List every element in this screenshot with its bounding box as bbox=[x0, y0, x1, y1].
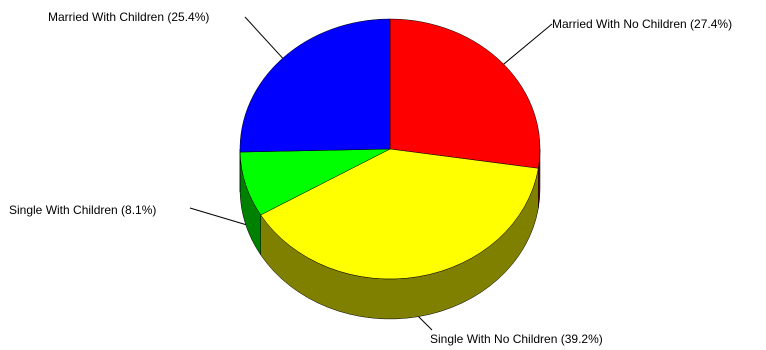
slice-label-0: Married With No Children (27.4%) bbox=[552, 17, 732, 31]
pie-slice-3 bbox=[239, 18, 391, 153]
label-layer: Married With No Children (27.4%) Single … bbox=[9, 10, 732, 346]
leader-line-layer bbox=[189, 16, 553, 331]
leader-line-0 bbox=[503, 23, 553, 65]
pie-top-layer bbox=[239, 18, 541, 280]
slice-label-2: Single With Children (8.1%) bbox=[9, 203, 156, 217]
leader-line-2 bbox=[189, 207, 246, 226]
slice-label-1: Single With No Children (39.2%) bbox=[430, 332, 603, 346]
pie-slice-0 bbox=[389, 18, 541, 169]
pie-slice-1 bbox=[260, 148, 539, 280]
slice-label-3: Married With Children (25.4%) bbox=[48, 10, 209, 24]
leader-line-3 bbox=[244, 16, 284, 59]
leader-line-1 bbox=[418, 316, 433, 331]
